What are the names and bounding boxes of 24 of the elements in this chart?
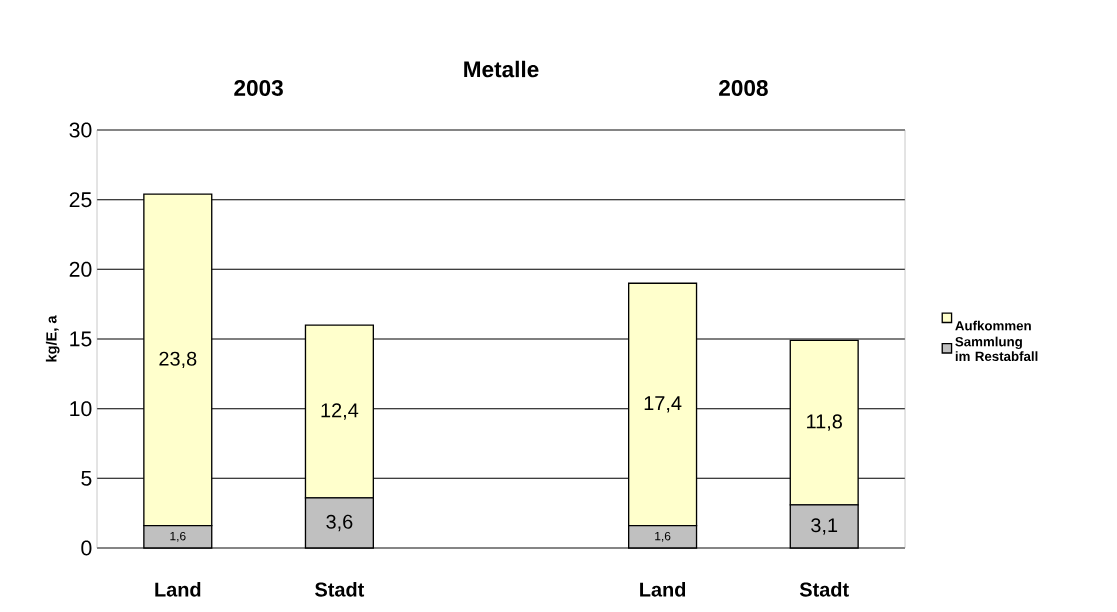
x-tick-label: Land bbox=[640, 582, 686, 597]
data-label: 1,6 bbox=[655, 531, 671, 542]
legend-label: im Restabfall bbox=[955, 351, 1038, 361]
data-label: 17,4 bbox=[644, 396, 682, 413]
y-tick-label: 15 bbox=[70, 331, 92, 347]
data-label: 12,4 bbox=[321, 403, 359, 420]
x-tick-label: Stadt bbox=[799, 582, 849, 597]
x-tick-label: Stadt bbox=[315, 582, 365, 597]
y-tick-label: 30 bbox=[69, 122, 92, 138]
text: 2003 bbox=[234, 79, 283, 96]
y-tick-label: 10 bbox=[70, 401, 92, 417]
y-tick-label: 0 bbox=[81, 540, 92, 556]
y-axis-title: kg/E, a bbox=[45, 315, 60, 362]
data-label: 1,6 bbox=[170, 531, 186, 542]
data-label: 11,8 bbox=[807, 414, 842, 431]
y-tick-label: 5 bbox=[81, 470, 92, 486]
chart-title: Metalle bbox=[464, 60, 539, 78]
x-tick-label: Land bbox=[155, 582, 201, 597]
data-label: 3,6 bbox=[326, 514, 353, 532]
text: 2008 bbox=[719, 79, 768, 96]
data-label: 3,1 bbox=[811, 518, 838, 535]
y-tick-label: 25 bbox=[69, 192, 92, 208]
y-tick-label: 20 bbox=[69, 261, 92, 277]
data-label: 23,8 bbox=[159, 351, 197, 369]
